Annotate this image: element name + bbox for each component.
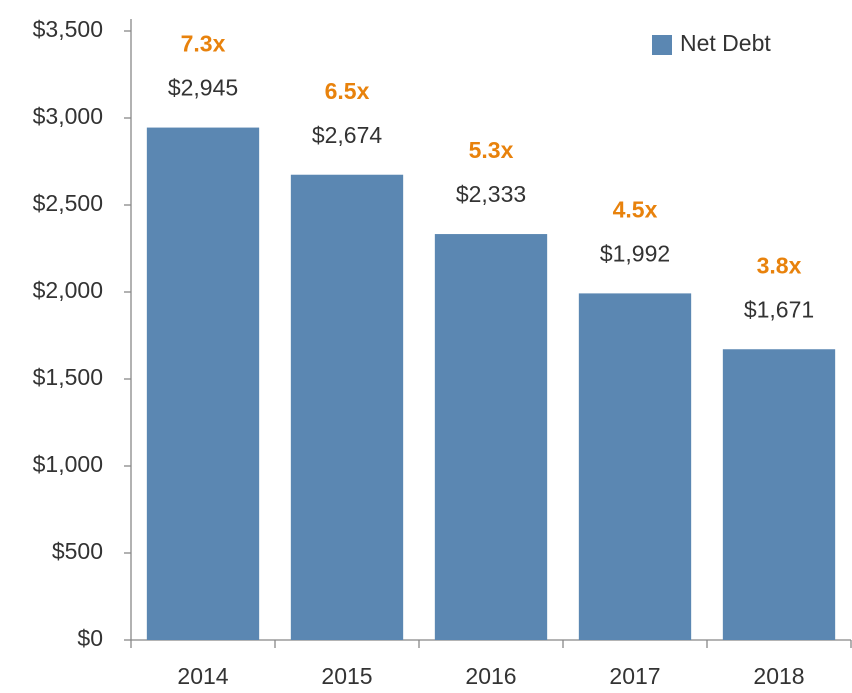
y-tick-label: $2,500 <box>33 190 103 216</box>
bar <box>722 349 836 640</box>
annotation: 6.5x <box>325 78 370 104</box>
annotation: 7.3x <box>181 31 226 57</box>
y-tick-label: $1,500 <box>33 364 103 390</box>
bar <box>290 174 404 640</box>
y-tick-label: $3,000 <box>33 103 103 129</box>
bar <box>434 234 548 641</box>
legend-swatch <box>652 35 672 55</box>
y-tick-label: $500 <box>52 538 103 564</box>
y-tick-label: $2,000 <box>33 277 103 303</box>
x-tick-label: 2015 <box>321 663 372 689</box>
y-tick-label: $0 <box>77 625 103 651</box>
x-tick-label: 2014 <box>177 663 228 689</box>
y-tick-label: $3,500 <box>33 16 103 42</box>
x-tick-label: 2016 <box>465 663 516 689</box>
value-label: $1,671 <box>744 296 814 322</box>
value-label: $2,674 <box>312 122 383 148</box>
annotation: 3.8x <box>757 252 802 278</box>
value-label: $1,992 <box>600 240 670 266</box>
x-tick-label: 2017 <box>609 663 660 689</box>
annotation: 5.3x <box>469 137 514 163</box>
y-tick-label: $1,000 <box>33 451 103 477</box>
value-label: $2,945 <box>168 75 238 101</box>
legend-label: Net Debt <box>680 30 771 56</box>
value-label: $2,333 <box>456 181 526 207</box>
bar <box>578 293 692 640</box>
bar <box>146 127 260 640</box>
x-tick-label: 2018 <box>753 663 804 689</box>
annotation: 4.5x <box>613 196 658 222</box>
